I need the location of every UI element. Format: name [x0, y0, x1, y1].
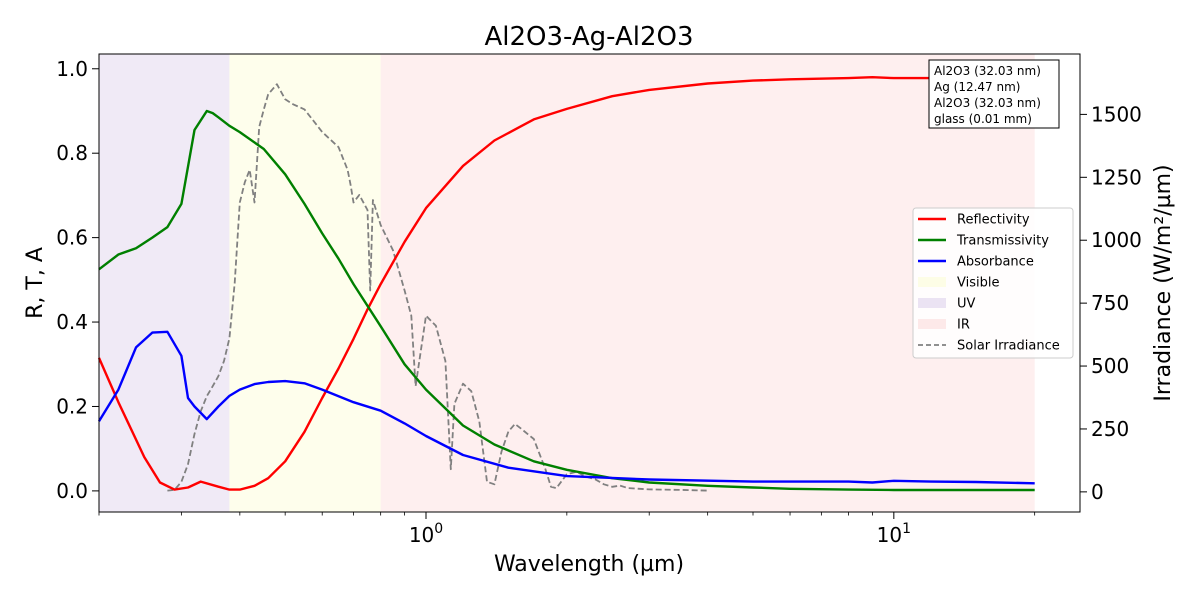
legend-label: IR — [957, 318, 970, 333]
y2-tick-label: 0 — [1091, 480, 1104, 504]
legend-swatch — [918, 298, 946, 308]
x-tick-label: 101 — [877, 521, 911, 547]
chart-title: Al2O3-Ag-Al2O3 — [484, 22, 693, 52]
x-tick-exponent: 1 — [902, 521, 911, 537]
legend-label: UV — [957, 297, 976, 312]
legend-swatch — [918, 319, 946, 329]
annotation-line: glass (0.01 mm) — [934, 112, 1032, 126]
x-axis-label: Wavelength (µm) — [494, 552, 684, 577]
band-visible — [229, 54, 381, 512]
legend: Reflectivity Transmissivity Absorbance Visi… — [912, 207, 1074, 359]
y2-tick-label: 250 — [1091, 417, 1129, 441]
x-axis-ticks: 100 101 — [98, 512, 1036, 547]
legend-label: Absorbance — [957, 255, 1034, 270]
y-tick-label: 0.0 — [56, 479, 88, 503]
annotation-line: Al2O3 (32.03 nm) — [934, 96, 1041, 110]
y2-tick-label: 500 — [1091, 354, 1129, 378]
annotation-box: Al2O3 (32.03 nm) Ag (12.47 nm) Al2O3 (32… — [928, 59, 1060, 129]
y-axis-label: R, T, A — [23, 247, 48, 319]
series-reflectivity — [97, 75, 1035, 491]
y2-tick-label: 1250 — [1091, 165, 1142, 189]
x-tick-exponent: 0 — [434, 521, 443, 537]
y2-tick-label: 750 — [1091, 291, 1129, 315]
legend-label: Solar Irradiance — [957, 339, 1060, 354]
y-tick-label: 0.8 — [56, 141, 88, 165]
y2-tick-label: 1500 — [1091, 102, 1142, 126]
annotation-line: Ag (12.47 nm) — [934, 80, 1020, 94]
annotation-frame — [928, 59, 1060, 129]
y-tick-label: 0.6 — [56, 226, 88, 250]
series-absorbance — [97, 330, 1035, 485]
y-tick-label: 1.0 — [56, 57, 88, 81]
legend-label: Reflectivity — [957, 213, 1030, 228]
spectral-bands — [99, 54, 1035, 512]
y-tick-label: 0.4 — [56, 310, 88, 334]
y-tick-label: 0.2 — [56, 394, 88, 418]
legend-frame — [912, 207, 1074, 359]
series-solar-irradiance — [167, 83, 708, 492]
legend-items: Reflectivity Transmissivity Absorbance Visi… — [918, 213, 1060, 354]
annotation-line: Al2O3 (32.03 nm) — [934, 64, 1041, 78]
y2-axis-label: Irradiance (W/m²/µm) — [1151, 164, 1176, 401]
series-transmissivity — [98, 109, 1035, 492]
x-tick-label: 100 — [409, 521, 443, 547]
plot-frame — [98, 53, 1081, 513]
legend-label: Visible — [957, 276, 999, 291]
band-uv — [99, 54, 230, 512]
y2-tick-label: 1000 — [1091, 228, 1142, 252]
legend-label: Transmissivity — [956, 234, 1049, 249]
y2-axis-ticks: 0 250 500 750 1000 1250 1500 — [1080, 102, 1142, 504]
series-layer — [97, 75, 1035, 492]
legend-swatch — [918, 277, 946, 287]
y-axis-ticks: 0.0 0.2 0.4 0.6 0.8 1.0 — [56, 57, 99, 503]
